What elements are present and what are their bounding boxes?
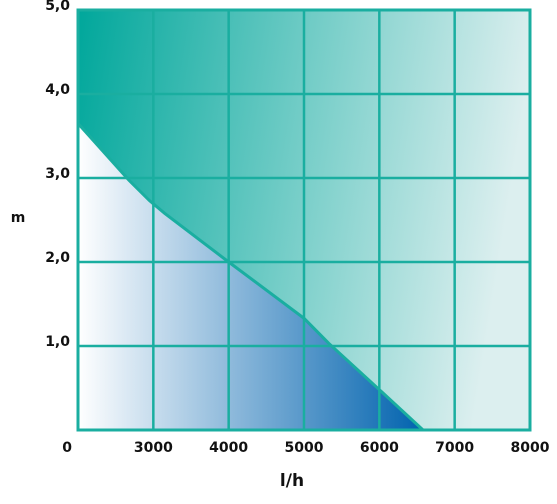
curve (76, 122, 425, 432)
y-tick-label: 3,0 (45, 166, 70, 182)
y-axis-label: m (11, 210, 26, 226)
x-tick-label: 8000 (511, 440, 550, 456)
y-tick-label: 4,0 (45, 82, 70, 98)
x-tick-label: 4000 (209, 440, 248, 456)
x-tick-label: 6000 (360, 440, 399, 456)
x-axis-label: l/h (280, 471, 304, 491)
x-tick-label: 3000 (134, 440, 173, 456)
lower-area (78, 123, 424, 431)
y-tick-label: 2,0 (45, 250, 70, 266)
x-tick-label: 5000 (285, 440, 324, 456)
y-tick-label: 1,0 (45, 334, 70, 350)
y-tick-label: 0 (62, 440, 72, 456)
y-tick-label: 5,0 (45, 0, 70, 14)
frame (76, 8, 532, 432)
x-tick-label: 7000 (435, 440, 474, 456)
